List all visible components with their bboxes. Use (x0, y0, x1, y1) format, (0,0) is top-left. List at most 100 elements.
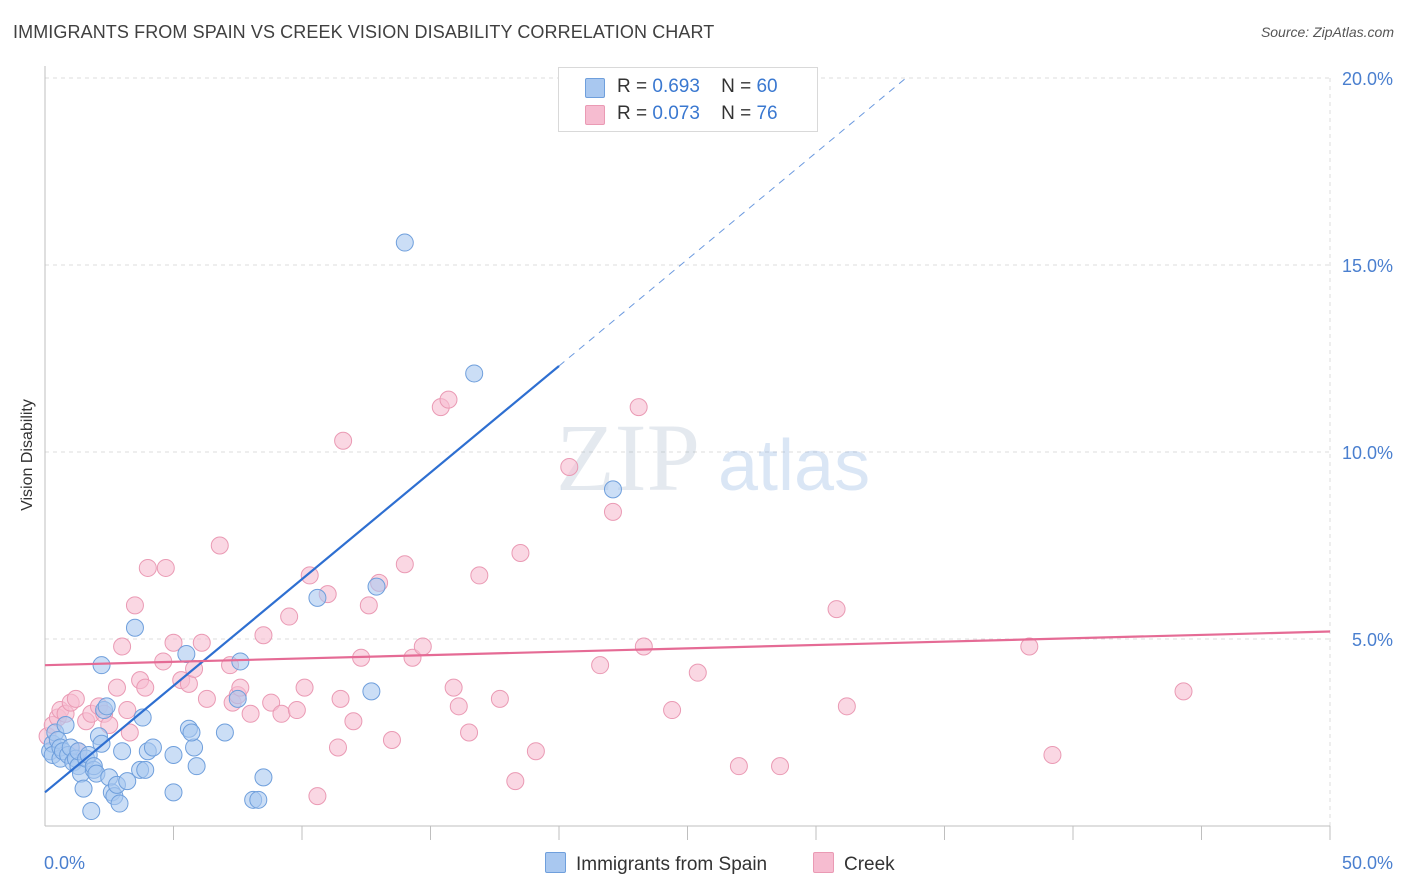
spain-point (231, 652, 250, 671)
spain-point (182, 723, 201, 742)
spain-point (465, 364, 484, 383)
spain-point (177, 644, 196, 663)
spain-point (228, 689, 247, 708)
creek-point (287, 701, 306, 720)
x-tick-label: 0.0% (44, 853, 85, 873)
spain-trendline-extension (558, 77, 907, 367)
spain-point (249, 790, 268, 809)
legend-swatch-creek (585, 105, 605, 125)
bottom-legend-label-creek: Creek (844, 854, 895, 875)
creek-point (300, 566, 319, 585)
spain-point (254, 768, 273, 787)
creek-point (1174, 682, 1193, 701)
creek-point (511, 543, 530, 562)
spain-point (74, 779, 93, 798)
spain-point (97, 697, 116, 716)
creek-point (295, 678, 314, 697)
correlation-legend: R = 0.693 N = 60 R = 0.073 N = 76 (558, 67, 818, 132)
creek-point (506, 772, 525, 791)
creek-point (634, 637, 653, 656)
spain-point (56, 716, 75, 735)
creek-point (439, 390, 458, 409)
spain-point (113, 742, 132, 761)
creek-point (164, 633, 183, 652)
creek-point (254, 626, 273, 645)
legend-r-value-spain: 0.693 (652, 76, 700, 97)
creek-point (280, 607, 299, 626)
creek-point (771, 757, 790, 776)
creek-points (38, 390, 1193, 806)
creek-point (729, 757, 748, 776)
creek-point (837, 697, 856, 716)
creek-point (334, 431, 353, 450)
creek-point (138, 558, 157, 577)
legend-r-label: R = (617, 76, 648, 97)
creek-point (192, 633, 211, 652)
creek-point (449, 697, 468, 716)
chart-title: IMMIGRANTS FROM SPAIN VS CREEK VISION DI… (13, 22, 715, 42)
watermark-atlas: atlas (718, 426, 870, 506)
axes (44, 66, 1331, 840)
y-tick-label: 10.0% (1342, 443, 1393, 463)
creek-point (328, 738, 347, 757)
creek-point (1043, 745, 1062, 764)
creek-point (382, 730, 401, 749)
spain-point (308, 588, 327, 607)
creek-point (403, 648, 422, 667)
watermark-zip: ZIP (556, 404, 700, 511)
spain-point (118, 772, 137, 791)
bottom-legend-label-spain: Immigrants from Spain (576, 854, 768, 875)
creek-point (359, 596, 378, 615)
spain-point (187, 757, 206, 776)
creek-point (66, 689, 85, 708)
creek-point (120, 723, 139, 742)
creek-point (444, 678, 463, 697)
bottom-legend-creek[interactable]: Creek (813, 852, 895, 876)
spain-point (362, 682, 381, 701)
spain-point (82, 802, 101, 821)
creek-point (460, 723, 479, 742)
creek-point (591, 656, 610, 675)
bottom-legend-swatch-creek (813, 852, 834, 873)
y-tick-label: 15.0% (1342, 256, 1393, 276)
spain-trendline (44, 365, 560, 794)
creek-point (125, 596, 144, 615)
creek-point (413, 637, 432, 656)
spain-point (185, 738, 204, 757)
source-credit: Source: ZipAtlas.com (1260, 24, 1394, 40)
creek-point (197, 689, 216, 708)
creek-point (663, 701, 682, 720)
creek-trendline (44, 630, 1331, 667)
legend-r-value-creek: 0.073 (652, 103, 700, 124)
creek-point (490, 689, 509, 708)
spain-points (41, 233, 622, 821)
creek-point (344, 712, 363, 731)
spain-point (110, 794, 129, 813)
legend-r-label: R = (617, 103, 648, 124)
creek-point (331, 689, 350, 708)
creek-point (395, 555, 414, 574)
bottom-legend-swatch-spain (545, 852, 566, 873)
spain-point (136, 760, 155, 779)
creek-point (272, 704, 291, 723)
legend-n-value-creek: 76 (756, 103, 778, 124)
legend-n-label: N = (721, 103, 752, 124)
spain-point (164, 745, 183, 764)
legend-n-value-spain: 60 (756, 76, 778, 97)
creek-point (827, 600, 846, 619)
legend-swatch-spain (585, 78, 605, 98)
x-tick-label: 50.0% (1342, 853, 1393, 873)
tick-labels: 5.0% 10.0% 15.0% 20.0% 0.0% 50.0% (44, 69, 1393, 873)
creek-point (470, 566, 489, 585)
creek-point (156, 558, 175, 577)
y-tick-label: 20.0% (1342, 69, 1393, 89)
spain-point (603, 480, 622, 499)
spain-point (143, 738, 162, 757)
legend-n-label: N = (721, 76, 752, 97)
creek-point (107, 678, 126, 697)
creek-point (308, 787, 327, 806)
creek-point (603, 502, 622, 521)
creek-point (113, 637, 132, 656)
bottom-legend-spain[interactable]: Immigrants from Spain (545, 852, 767, 876)
